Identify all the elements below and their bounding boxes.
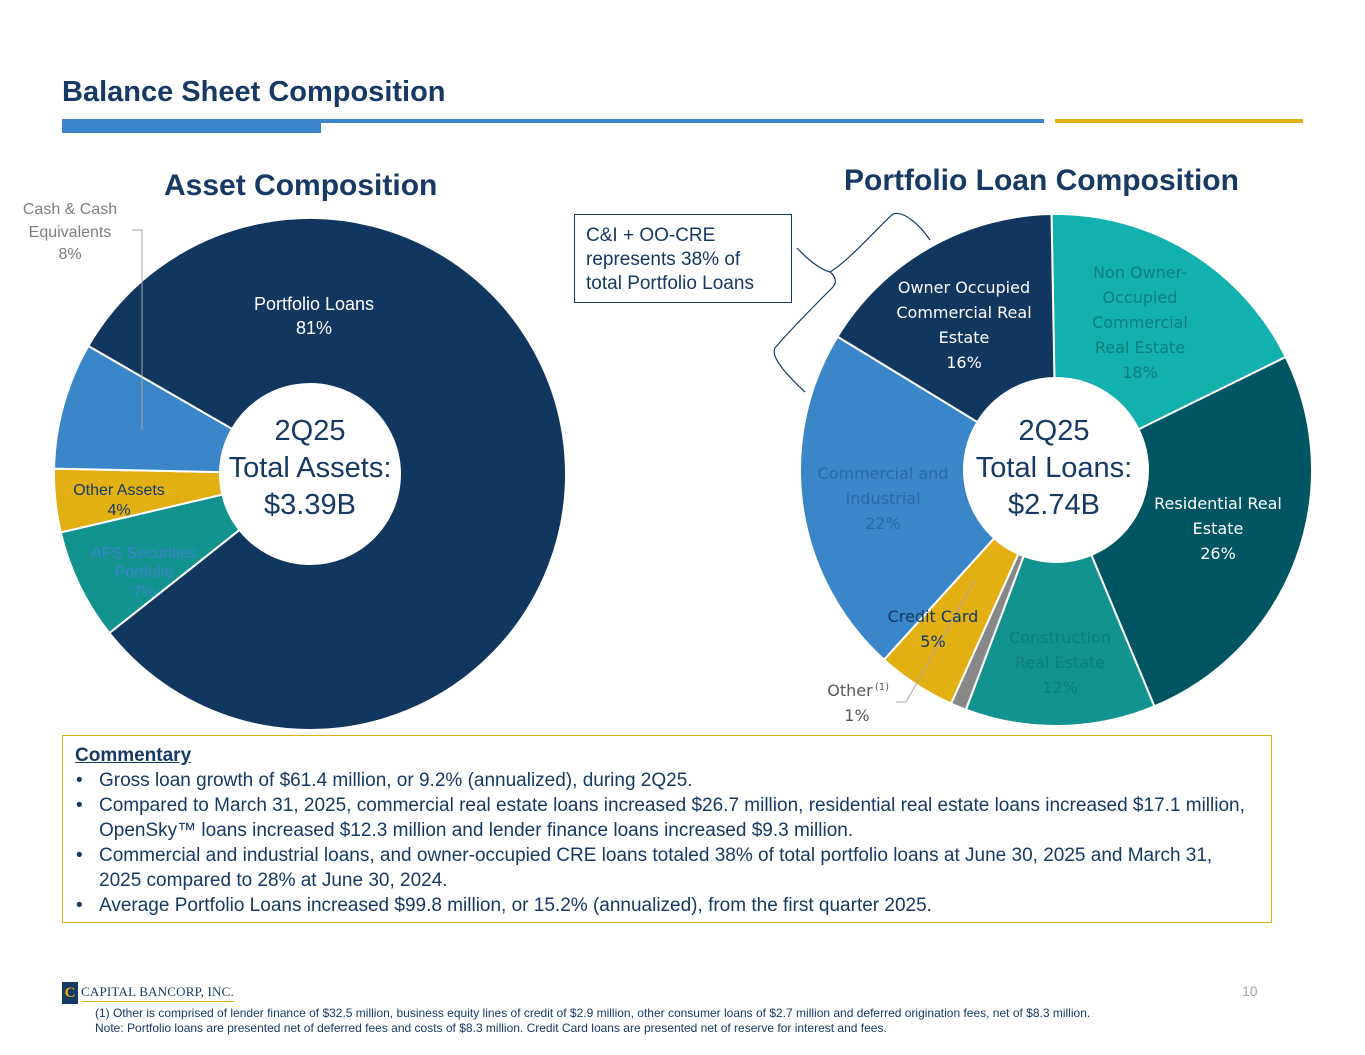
- page-number: 10: [1242, 983, 1258, 999]
- title-underline-accent: [62, 119, 321, 133]
- label-cash: Cash & Cash: [23, 201, 117, 218]
- label-oocre-pct: 16%: [946, 353, 982, 372]
- other-leader-line: [896, 579, 976, 703]
- label-other-assets: Other Assets: [73, 482, 165, 499]
- asset-slice-cash-cash-equivalents: [53, 344, 234, 474]
- asset-center-line3: $3.39B: [264, 489, 356, 521]
- asset-composition-donut: [53, 217, 567, 731]
- loan-slice-owner-occupied-commercial-real-estate: [836, 213, 1056, 424]
- loan-chart-title: Portfolio Loan Composition: [844, 164, 1239, 197]
- company-logo: C CAPITAL BANCORP, INC.: [62, 982, 234, 1004]
- label-afs: AFS Securities: [91, 545, 197, 562]
- label-oocre: Owner Occupied: [898, 278, 1030, 297]
- commentary-list: Gross loan growth of $61.4 million, or 9…: [75, 768, 1259, 918]
- label-noocre: Non Owner-: [1093, 263, 1187, 282]
- page-title: Balance Sheet Composition: [62, 76, 446, 108]
- label-noocre-line2: Occupied: [1103, 288, 1178, 307]
- label-noocre-line3: Commercial: [1092, 313, 1188, 332]
- label-portfolio-loans-pct: 81%: [296, 318, 332, 338]
- label-ci: Commercial and: [818, 464, 949, 483]
- label-residential-pct: 26%: [1200, 544, 1236, 563]
- label-noocre-pct: 18%: [1122, 363, 1158, 382]
- asset-center-line2: Total Assets:: [229, 452, 392, 484]
- loan-center-line2: Total Loans:: [976, 452, 1132, 484]
- loan-slice-residential-real-estate: [1090, 355, 1314, 708]
- label-construction-line2: Real Estate: [1015, 653, 1105, 672]
- label-afs-pct: 7%: [132, 584, 155, 601]
- label-construction-pct: 12%: [1042, 678, 1078, 697]
- logo-text: CAPITAL BANCORP, INC.: [81, 984, 234, 1002]
- commentary-bullet: Average Portfolio Loans increased $99.8 …: [75, 893, 1259, 918]
- callout-bracket: [773, 212, 931, 393]
- label-construction: Construction: [1009, 628, 1111, 647]
- loan-center-line3: $2.74B: [1008, 489, 1100, 521]
- footnote-note: Note: Portfolio loans are presented net …: [95, 1021, 887, 1035]
- label-credit-card-pct: 5%: [920, 632, 945, 651]
- label-cash-pct: 8%: [58, 246, 81, 263]
- logo-mark: C: [62, 982, 78, 1004]
- title-underline-blue: [62, 119, 1044, 123]
- footnote-1: (1) Other is comprised of lender finance…: [95, 1006, 1091, 1020]
- label-oocre-line3: Estate: [939, 328, 990, 347]
- loan-slice-commercial-and-industrial: [799, 335, 996, 662]
- commentary-bullet: Gross loan growth of $61.4 million, or 9…: [75, 768, 1259, 793]
- commentary-title: Commentary: [75, 745, 192, 766]
- loan-center-line1: 2Q25: [1019, 415, 1090, 447]
- label-residential-line2: Estate: [1193, 519, 1244, 538]
- cash-leader-line: [132, 229, 143, 430]
- label-other-loans: Other: [827, 681, 873, 700]
- label-credit-card: Credit Card: [888, 607, 979, 626]
- label-cash-line2: Equivalents: [29, 224, 112, 241]
- asset-chart-title: Asset Composition: [164, 169, 438, 202]
- commentary-box: Commentary Gross loan growth of $61.4 mi…: [62, 735, 1272, 923]
- label-portfolio-loans: Portfolio Loans: [254, 294, 374, 314]
- label-oocre-line2: Commercial Real: [896, 303, 1031, 322]
- label-noocre-line4: Real Estate: [1095, 338, 1185, 357]
- title-underline-gold: [1055, 119, 1303, 123]
- commentary-bullet: Commercial and industrial loans, and own…: [75, 843, 1259, 893]
- label-afs-line2: Portfolio: [115, 564, 174, 581]
- footnotes: (1) Other is comprised of lender finance…: [95, 1006, 1295, 1036]
- label-residential: Residential Real: [1154, 494, 1282, 513]
- callout-box: C&I + OO-CRE represents 38% of total Por…: [574, 214, 792, 303]
- label-ci-line2: Industrial: [845, 489, 920, 508]
- loan-slice-non-owner-occupied-commercial-real-estate: [1050, 213, 1288, 431]
- loan-slice-construction-real-estate: [964, 553, 1156, 727]
- asset-slice-portfolio-loans: [86, 217, 567, 731]
- label-other-loans-pct: 1%: [844, 706, 869, 725]
- label-other-assets-pct: 4%: [107, 502, 130, 519]
- asset-center-line1: 2Q25: [275, 415, 346, 447]
- label-ci-pct: 22%: [865, 514, 901, 533]
- loan-composition-donut: [799, 213, 1314, 727]
- commentary-bullet: Compared to March 31, 2025, commercial r…: [75, 793, 1259, 843]
- label-other-loans-footnote: (1): [875, 682, 889, 693]
